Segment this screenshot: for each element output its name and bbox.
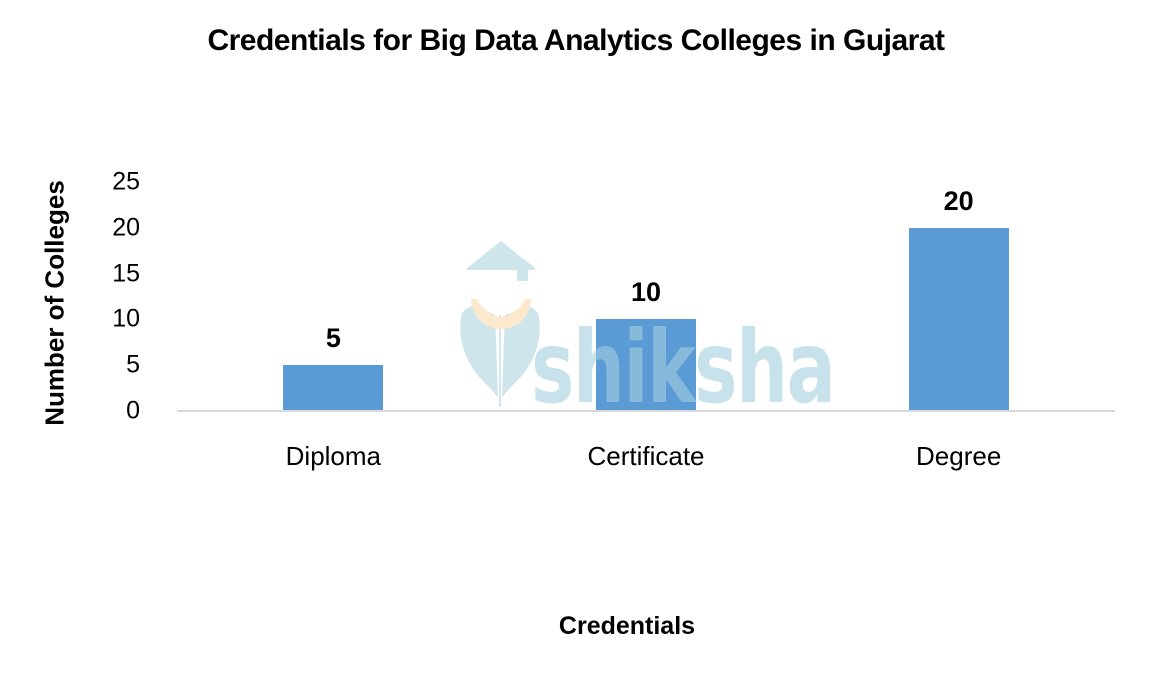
bar-value-label: 10 (630, 277, 662, 308)
y-tick-label: 20 (112, 213, 140, 242)
category-label: Degree (916, 441, 1002, 471)
x-axis-line (177, 410, 1115, 412)
y-tick-label: 0 (126, 396, 140, 425)
chart-title: Credentials for Big Data Analytics Colle… (207, 24, 945, 57)
y-tick-label: 25 (112, 167, 140, 196)
bar-value-label: 20 (943, 185, 974, 216)
category-label: Certificate (587, 441, 705, 471)
bar-diploma (283, 365, 384, 411)
y-tick-label: 5 (126, 350, 140, 379)
category-label: Diploma (285, 441, 382, 471)
bar-value-label: 5 (325, 323, 341, 354)
bar-certificate (596, 319, 696, 411)
y-tick-label: 15 (112, 259, 140, 288)
y-tick-label: 10 (112, 304, 140, 333)
bar-degree (908, 227, 1009, 411)
x-axis-title: Credentials (558, 612, 696, 640)
